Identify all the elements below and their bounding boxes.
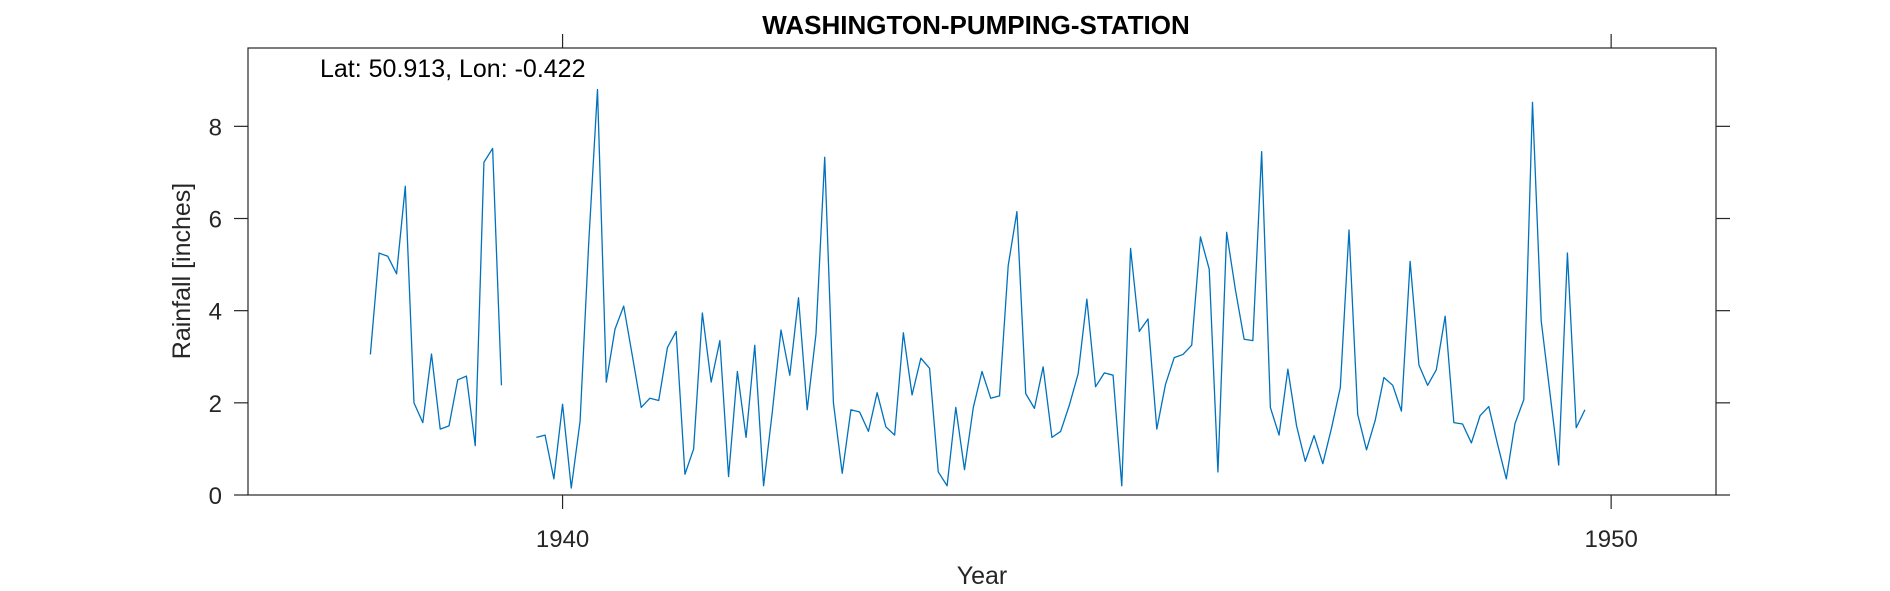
y-tick-label: 0 xyxy=(209,483,222,510)
series-line-segment xyxy=(536,88,1586,489)
plot-frame xyxy=(247,47,1717,496)
series-line-segment xyxy=(369,147,503,447)
chart-title: WASHINGTON-PUMPING-STATION xyxy=(762,10,1190,40)
y-axis-label: Rainfall [inches] xyxy=(168,183,196,359)
y-tick-label: 8 xyxy=(209,114,222,141)
axis-ticks xyxy=(234,34,1730,509)
x-axis-label: Year xyxy=(957,562,1008,590)
station-coordinates-annotation: Lat: 50.913, Lon: -0.422 xyxy=(320,55,586,83)
y-tick-label: 4 xyxy=(209,299,222,326)
series-lines xyxy=(369,88,1586,489)
y-tick-label: 6 xyxy=(209,207,222,234)
x-tick-label: 1940 xyxy=(536,526,589,553)
x-tick-label: 1950 xyxy=(1584,526,1637,553)
y-tick-label: 2 xyxy=(209,391,222,418)
axis-tick-labels: 0 2 4 6 8 1940 1950 xyxy=(209,114,1638,553)
